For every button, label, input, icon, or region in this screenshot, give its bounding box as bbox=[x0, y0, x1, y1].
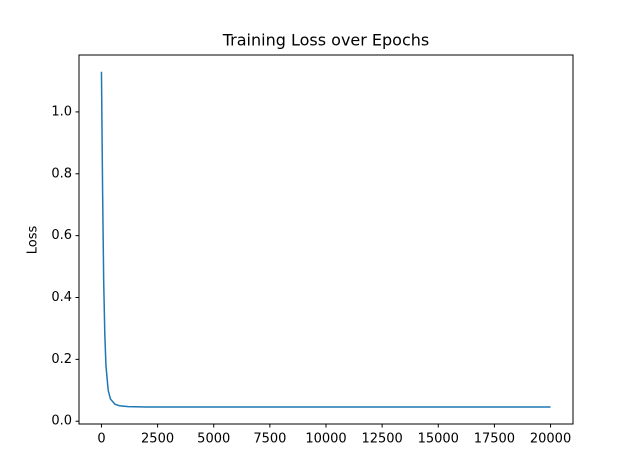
y-tick-label: 0.0 bbox=[51, 414, 72, 429]
y-tick-label: 0.8 bbox=[51, 166, 72, 181]
chart-title: Training Loss over Epochs bbox=[222, 31, 430, 50]
x-tick-label: 7500 bbox=[253, 432, 286, 447]
x-tick-label: 5000 bbox=[197, 432, 230, 447]
x-tick-label: 12500 bbox=[361, 432, 402, 447]
y-tick-label: 0.6 bbox=[51, 228, 72, 243]
y-tick-label: 0.4 bbox=[51, 290, 72, 305]
plot-frame bbox=[78, 54, 574, 425]
x-tick-label: 0 bbox=[97, 432, 105, 447]
y-tick-label: 1.0 bbox=[51, 104, 72, 119]
x-tick-label: 20000 bbox=[530, 432, 571, 447]
y-tick-label: 0.2 bbox=[51, 352, 72, 367]
x-tick-label: 2500 bbox=[141, 432, 174, 447]
x-tick-label: 17500 bbox=[474, 432, 515, 447]
x-tick-label: 10000 bbox=[305, 432, 346, 447]
line bbox=[100, 71, 551, 408]
y-axis-label: Loss bbox=[26, 226, 41, 255]
x-tick-label: 15000 bbox=[418, 432, 459, 447]
